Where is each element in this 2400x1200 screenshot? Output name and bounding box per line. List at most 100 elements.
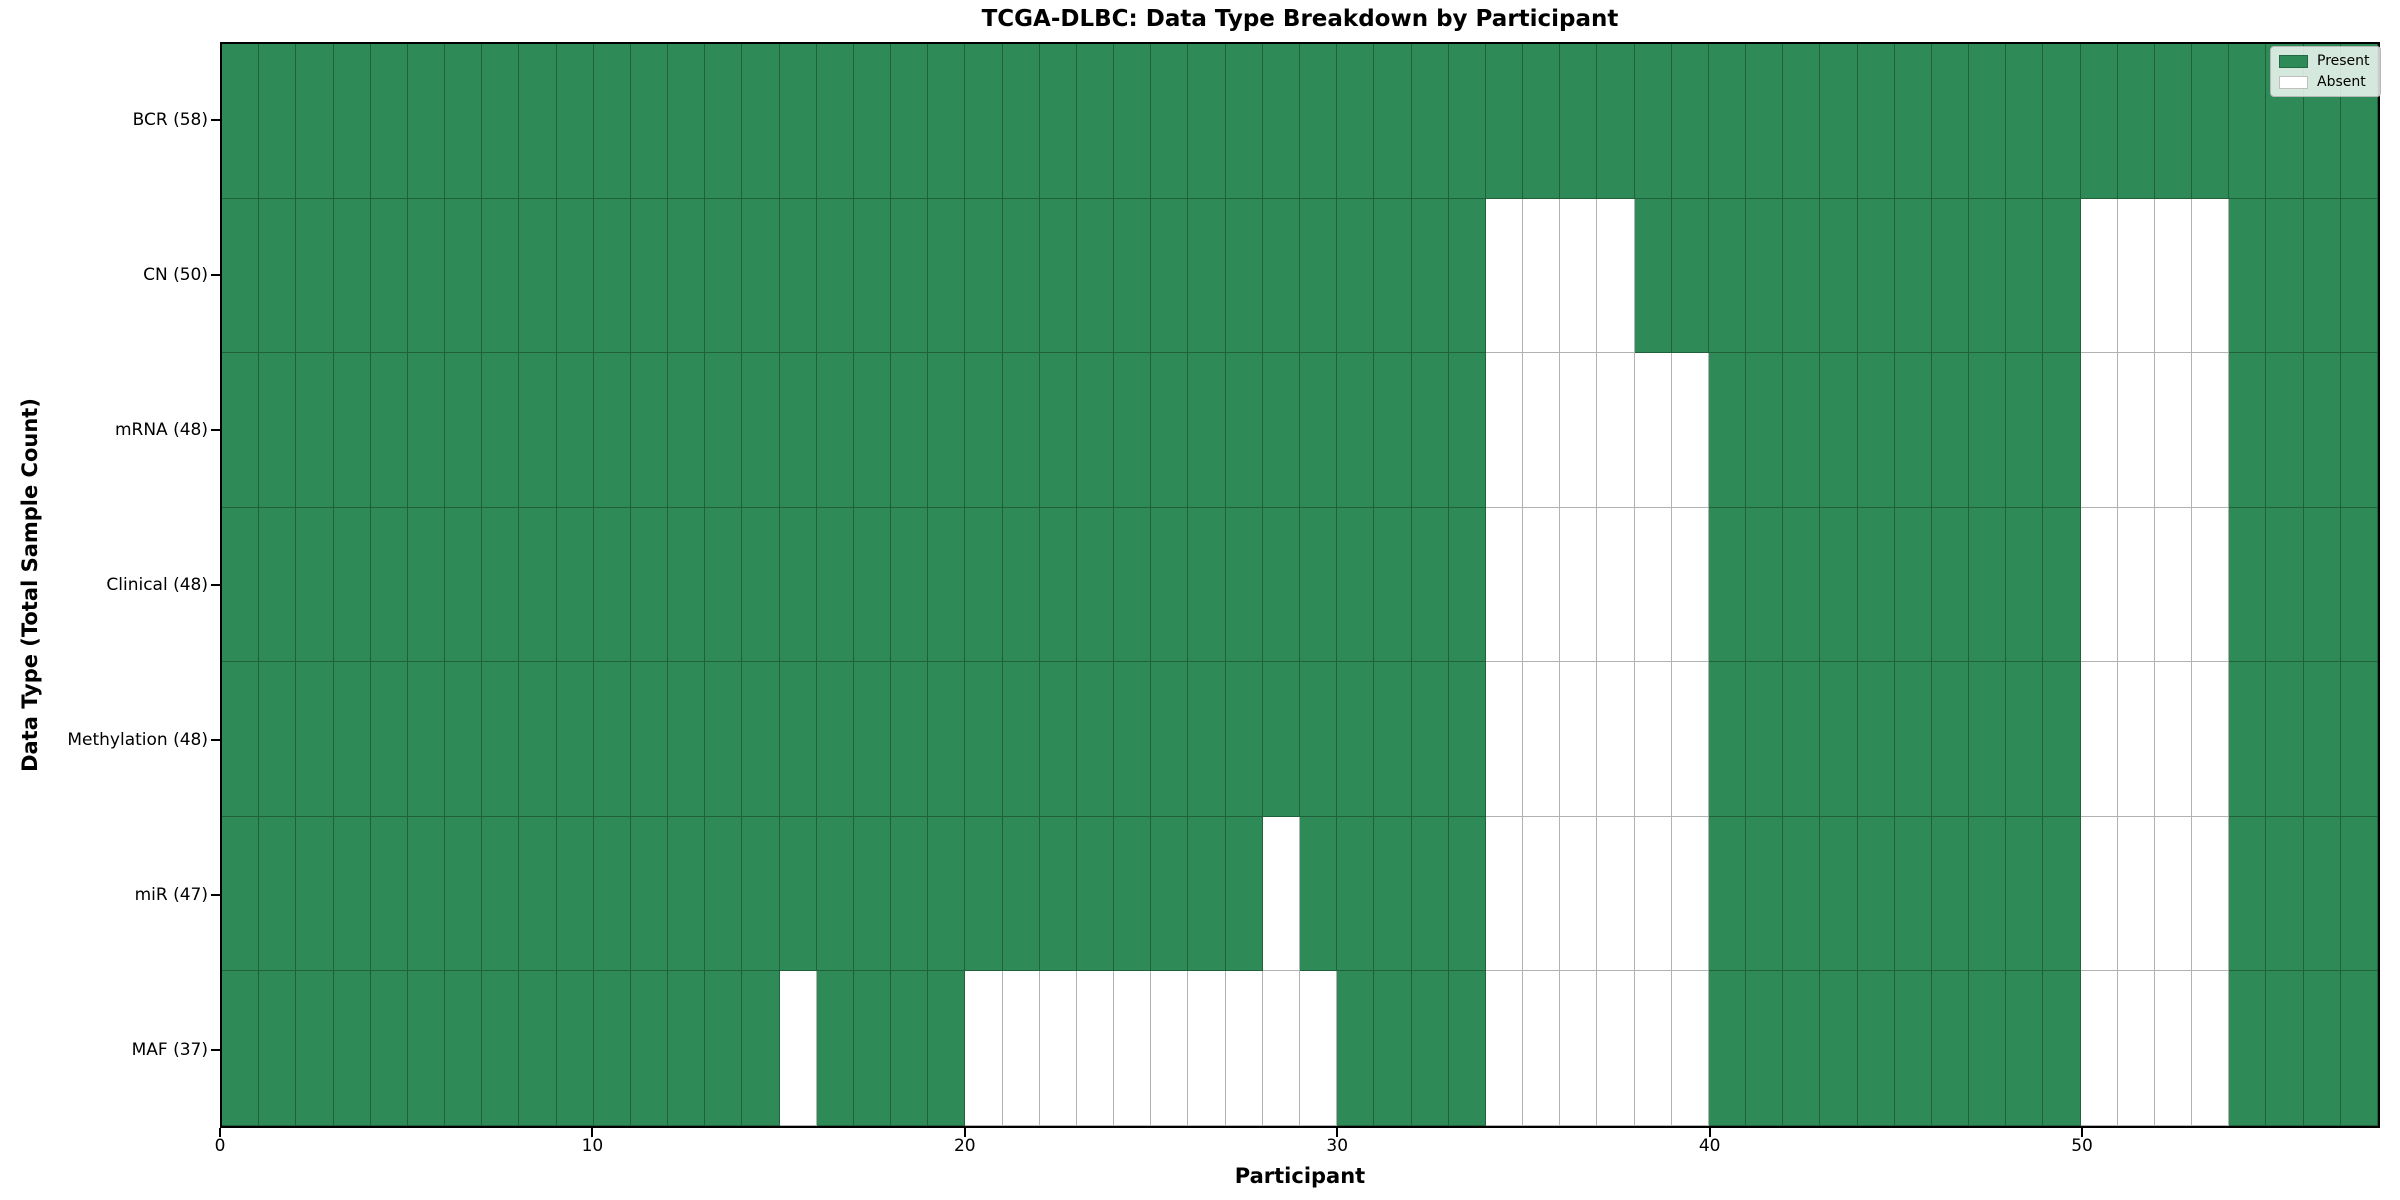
heatmap-cell xyxy=(2266,353,2304,508)
heatmap-cell xyxy=(445,198,483,354)
heatmap-cell xyxy=(1820,662,1858,817)
heatmap-cell xyxy=(2192,662,2230,817)
heatmap-cell xyxy=(1969,198,2007,354)
heatmap-cell xyxy=(1076,971,1115,1126)
heatmap-cell xyxy=(1337,971,1375,1126)
heatmap-cell xyxy=(1337,816,1375,972)
heatmap-cell xyxy=(668,662,706,817)
heatmap-cell xyxy=(1560,507,1598,663)
heatmap-cell xyxy=(853,662,892,817)
x-tick-label: 40 xyxy=(1698,1136,1721,1156)
heatmap-cell xyxy=(1969,44,2007,199)
heatmap-cell xyxy=(296,44,334,199)
heatmap-cell xyxy=(891,816,929,972)
heatmap-cell xyxy=(668,816,706,972)
heatmap-cell xyxy=(2006,198,2044,354)
heatmap-cell xyxy=(519,353,557,508)
heatmap-cell xyxy=(2303,971,2341,1126)
heatmap-cell xyxy=(630,198,669,354)
heatmap-cell xyxy=(370,198,408,354)
heatmap-cell xyxy=(630,662,669,817)
heatmap-cell xyxy=(1634,198,1672,354)
heatmap-cell xyxy=(1411,971,1449,1126)
heatmap-cell xyxy=(2006,971,2044,1126)
heatmap-cell xyxy=(1262,662,1300,817)
heatmap-cell xyxy=(1374,353,1412,508)
x-tick-label: 0 xyxy=(214,1136,226,1156)
heatmap-cell xyxy=(407,44,446,199)
heatmap-cell xyxy=(1597,816,1635,972)
y-tick-label: Methylation (48) xyxy=(67,730,208,751)
heatmap-cell xyxy=(1671,44,1709,199)
heatmap-cell xyxy=(1337,353,1375,508)
heatmap-cell xyxy=(2154,816,2193,972)
x-tick-mark xyxy=(963,1128,966,1137)
heatmap-cell xyxy=(1820,44,1858,199)
heatmap-cell xyxy=(333,198,371,354)
heatmap-cell xyxy=(370,353,408,508)
heatmap-cell xyxy=(2080,353,2118,508)
heatmap-cell xyxy=(2303,198,2341,354)
heatmap-cell xyxy=(2043,507,2081,663)
heatmap-cell xyxy=(779,662,817,817)
heatmap-cell xyxy=(445,353,483,508)
heatmap-cell xyxy=(1485,816,1524,972)
heatmap-cell xyxy=(2043,198,2081,354)
heatmap-cell xyxy=(1485,662,1524,817)
heatmap-cell xyxy=(1485,44,1524,199)
heatmap-cell xyxy=(1002,662,1040,817)
x-axis-label: Participant xyxy=(1234,1164,1366,1188)
heatmap-cell xyxy=(2080,198,2118,354)
heatmap-cell xyxy=(1225,662,1263,817)
heatmap-cell xyxy=(2303,507,2341,663)
heatmap-cell xyxy=(259,353,297,508)
heatmap-cell xyxy=(2006,507,2044,663)
heatmap-cell xyxy=(1299,198,1338,354)
heatmap-cell xyxy=(222,507,260,663)
y-tick-mark xyxy=(211,428,220,431)
heatmap-cell xyxy=(407,971,446,1126)
heatmap-cell xyxy=(2192,507,2230,663)
heatmap-cell xyxy=(593,198,631,354)
heatmap-cell xyxy=(1299,816,1338,972)
heatmap-cell xyxy=(1783,198,1821,354)
heatmap-cell xyxy=(1151,507,1189,663)
heatmap-cell xyxy=(2340,198,2378,354)
heatmap-cell xyxy=(1374,971,1412,1126)
heatmap-cell xyxy=(1783,816,1821,972)
heatmap-cell xyxy=(2192,353,2230,508)
heatmap-cell xyxy=(519,507,557,663)
heatmap-cell xyxy=(1262,971,1300,1126)
heatmap-cell xyxy=(705,353,743,508)
heatmap-cell xyxy=(1411,44,1449,199)
heatmap-cell xyxy=(2117,353,2155,508)
heatmap-cell xyxy=(370,662,408,817)
heatmap-cell xyxy=(1634,971,1672,1126)
x-tick-mark xyxy=(1336,1128,1339,1137)
heatmap-cell xyxy=(1411,816,1449,972)
heatmap-cell xyxy=(1039,353,1077,508)
heatmap-cell xyxy=(1225,198,1263,354)
heatmap-cell xyxy=(2229,662,2267,817)
heatmap-cell xyxy=(1039,44,1077,199)
heatmap-cell xyxy=(705,44,743,199)
heatmap-cell xyxy=(1560,971,1598,1126)
heatmap-cell xyxy=(1560,44,1598,199)
heatmap-cell xyxy=(296,353,334,508)
heatmap-cell xyxy=(1820,971,1858,1126)
heatmap-cell xyxy=(1634,44,1672,199)
heatmap-cell xyxy=(2303,816,2341,972)
heatmap-cell xyxy=(296,662,334,817)
heatmap-cell xyxy=(1262,198,1300,354)
heatmap-cell xyxy=(556,353,594,508)
heatmap-cell xyxy=(333,816,371,972)
legend-label-present: Present xyxy=(2317,53,2370,69)
heatmap-cell xyxy=(222,44,260,199)
heatmap-cell xyxy=(1931,816,1970,972)
heatmap-cell xyxy=(668,198,706,354)
heatmap-cell xyxy=(891,353,929,508)
heatmap-cell xyxy=(2080,971,2118,1126)
heatmap-cell xyxy=(705,507,743,663)
heatmap-cell xyxy=(519,44,557,199)
heatmap-cell xyxy=(1225,971,1263,1126)
